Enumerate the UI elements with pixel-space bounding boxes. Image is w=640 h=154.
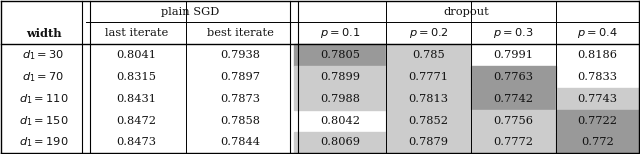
Text: 0.7771: 0.7771 <box>408 72 449 82</box>
Text: $p = 0.3$: $p = 0.3$ <box>493 26 534 40</box>
Text: 0.785: 0.785 <box>412 50 445 60</box>
Text: 0.8041: 0.8041 <box>116 50 156 60</box>
Bar <box>556 132 639 153</box>
Text: 0.7813: 0.7813 <box>408 94 449 104</box>
Bar <box>386 132 471 153</box>
Text: 0.7743: 0.7743 <box>577 94 618 104</box>
Text: 0.7772: 0.7772 <box>493 137 533 147</box>
Text: 0.7742: 0.7742 <box>493 94 533 104</box>
Text: $p = 0.4$: $p = 0.4$ <box>577 26 618 40</box>
Text: last iterate: last iterate <box>105 28 168 38</box>
Text: 0.7833: 0.7833 <box>577 72 618 82</box>
Bar <box>556 110 639 132</box>
Bar <box>556 88 639 110</box>
Bar <box>386 44 471 66</box>
Text: 0.772: 0.772 <box>581 137 614 147</box>
Text: width: width <box>26 28 61 39</box>
Bar <box>386 88 471 110</box>
Text: 0.7852: 0.7852 <box>408 116 449 126</box>
Text: 0.8315: 0.8315 <box>116 72 156 82</box>
Text: $d_1 = 110$: $d_1 = 110$ <box>19 92 68 106</box>
Text: $p = 0.1$: $p = 0.1$ <box>320 26 360 40</box>
Text: 0.7879: 0.7879 <box>408 137 449 147</box>
Bar <box>294 88 386 110</box>
Text: 0.7873: 0.7873 <box>220 94 260 104</box>
Text: 0.7805: 0.7805 <box>320 50 360 60</box>
Text: 0.7722: 0.7722 <box>577 116 618 126</box>
Bar <box>471 88 556 110</box>
Text: 0.8069: 0.8069 <box>320 137 360 147</box>
Bar <box>471 110 556 132</box>
Text: 0.8473: 0.8473 <box>116 137 156 147</box>
Text: dropout: dropout <box>444 7 490 17</box>
Text: $d_1 = 30$: $d_1 = 30$ <box>22 48 65 62</box>
Text: plain SGD: plain SGD <box>161 7 220 17</box>
Text: 0.7897: 0.7897 <box>220 72 260 82</box>
Bar <box>471 66 556 88</box>
Text: 0.7988: 0.7988 <box>320 94 360 104</box>
Text: best iterate: best iterate <box>207 28 274 38</box>
Bar <box>294 132 386 153</box>
Text: 0.7858: 0.7858 <box>220 116 260 126</box>
Bar <box>386 66 471 88</box>
Text: $p = 0.2$: $p = 0.2$ <box>409 26 448 40</box>
Text: 0.7763: 0.7763 <box>493 72 533 82</box>
Text: 0.7844: 0.7844 <box>220 137 260 147</box>
Text: 0.7991: 0.7991 <box>493 50 533 60</box>
Text: $d_1 = 190$: $d_1 = 190$ <box>19 136 68 149</box>
Bar <box>294 66 386 88</box>
Text: 0.7756: 0.7756 <box>493 116 533 126</box>
Text: 0.8042: 0.8042 <box>320 116 360 126</box>
Text: 0.7938: 0.7938 <box>220 50 260 60</box>
Bar <box>294 44 386 66</box>
Bar <box>386 110 471 132</box>
Text: 0.8472: 0.8472 <box>116 116 156 126</box>
Text: $d_1 = 70$: $d_1 = 70$ <box>22 70 65 84</box>
Text: 0.8186: 0.8186 <box>577 50 618 60</box>
Text: 0.8431: 0.8431 <box>116 94 156 104</box>
Bar <box>471 132 556 153</box>
Text: $d_1 = 150$: $d_1 = 150$ <box>19 114 68 128</box>
Text: 0.7899: 0.7899 <box>320 72 360 82</box>
